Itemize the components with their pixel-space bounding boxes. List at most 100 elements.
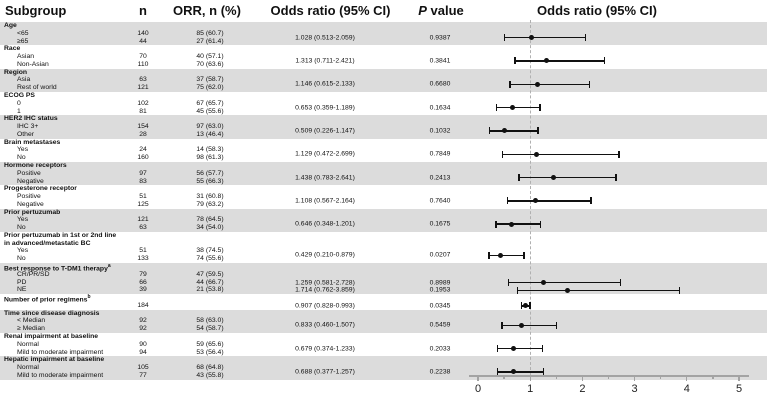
orr-value: 34 (54.0) [196, 224, 224, 232]
n-value: 160 [137, 154, 149, 162]
p-value: 0.7849 [429, 150, 451, 158]
subgroup-block: Time since disease diagnosis < Median 92 58… [0, 309, 767, 334]
ci-line [502, 324, 557, 326]
subgroup-header-line: Age [0, 22, 767, 30]
x-axis-label: 5 [735, 383, 743, 395]
orr-value: 55 (66.3) [196, 177, 224, 185]
n-value: 63 [139, 76, 147, 84]
subgroup-header-line: Time since disease diagnosis [0, 310, 767, 318]
forest-marker-dot [509, 221, 515, 227]
subgroup-header-line: in advanced/metastatic BC [0, 240, 767, 248]
ci-whisker-right [678, 286, 681, 294]
orr-value: 14 (58.3) [196, 146, 224, 154]
subgroup-item-label: Non-Asian [17, 60, 49, 68]
subgroup-item-label: <65 [17, 29, 29, 37]
column-header-odds-ratio: Odds ratio (95% CI) [270, 3, 391, 18]
orr-value: 38 (74.5) [196, 247, 224, 255]
subgroup-block: Number of prior regimensb 184 0.907 (0.828… [0, 294, 767, 310]
subgroup-item-row: 0 102 67 (65.7) [0, 100, 767, 108]
subgroup-item-label: 0 [17, 99, 21, 107]
subgroup-header: HER2 IHC status [4, 115, 58, 123]
x-axis-major-tick [738, 376, 740, 381]
n-value: 28 [139, 130, 147, 138]
subgroup-table: Age <65 140 85 (60.7) ≥65 44 27 (61.4) 1.028 (0… [0, 22, 767, 380]
x-axis-label: 4 [683, 383, 690, 395]
or-ci-value: 1.146 (0.615-2.133) [295, 80, 355, 88]
subgroup-item-row: Non-Asian 110 70 (63.6) [0, 61, 767, 69]
ci-whisker-right [541, 345, 544, 353]
ci-whisker-left [517, 286, 519, 294]
subgroup-header-line: Race [0, 45, 767, 53]
x-axis-major-tick [581, 376, 584, 381]
orr-value: 78 (64.5) [196, 216, 224, 224]
n-value: 140 [137, 29, 149, 37]
ci-whisker-right [603, 57, 606, 65]
or-ci-value: 0.509 (0.226-1.147) [295, 127, 355, 135]
subgroup-block: Age <65 140 85 (60.7) ≥65 44 27 (61.4) 1.028 (0… [0, 22, 767, 46]
ci-line [496, 223, 541, 225]
column-header-n: n [139, 3, 147, 18]
forest-marker-dot [535, 81, 541, 87]
subgroup-item-row: Other 28 13 (46.4) [0, 131, 767, 139]
subgroup-header-line: Hormone receptors [0, 162, 767, 170]
subgroup-block: Best response to T-DM1 therapya CR/PR/SD 7… [0, 263, 767, 295]
footnote-marker: b [87, 294, 91, 301]
subgroup-header-line: Hepatic impairment at baseline [0, 356, 767, 364]
ci-line [508, 281, 621, 284]
forest-marker-dot [497, 252, 503, 258]
forest-marker-dot [502, 128, 508, 134]
forest-marker-dot [534, 151, 540, 157]
subgroup-header: ECOG PS [4, 91, 35, 99]
or-ci-value: 0.907 (0.828-0.993) [295, 302, 355, 310]
ci-whisker-left [506, 197, 509, 205]
ci-whisker-right [555, 321, 558, 329]
p-value: 0.3841 [429, 57, 451, 65]
p-value: 0.5459 [429, 321, 451, 329]
subgroup-header-line: HER2 IHC status [0, 115, 767, 123]
or-ci-value: 1.108 (0.567-2.164) [295, 197, 355, 205]
ci-whisker-left [496, 345, 499, 353]
subgroup-item-row: Positive 51 31 (60.8) [0, 193, 767, 201]
subgroup-item-row: No 63 34 (54.0) [0, 224, 767, 232]
n-value: 184 [137, 301, 149, 309]
p-value: 0.1634 [429, 104, 451, 112]
subgroup-item-row: No 133 74 (55.6) [0, 255, 767, 263]
x-axis-label: 0 [474, 383, 482, 395]
subgroup-item-label: CR/PR/SD [17, 270, 50, 278]
orr-value: 47 (59.5) [196, 270, 224, 278]
p-value: 0.0345 [429, 302, 451, 310]
subgroup-item-row: Asia 63 37 (58.7) [0, 76, 767, 84]
subgroup-item-label: ≥ Median [17, 325, 45, 333]
subgroup-item-row: Yes 24 14 (58.3) [0, 146, 767, 154]
ci-line [504, 36, 586, 39]
n-value: 125 [137, 200, 149, 208]
ci-line [517, 289, 680, 291]
ci-whisker-left [496, 368, 499, 376]
orr-value: 13 (46.4) [196, 130, 224, 138]
x-axis-major-tick [477, 376, 479, 381]
subgroup-header: Progesterone receptor [4, 185, 77, 193]
ci-whisker-left [507, 279, 510, 286]
orr-value: 75 (62.0) [196, 84, 224, 92]
subgroup-header-line: ECOG PS [0, 92, 767, 100]
ci-whisker-right [539, 220, 542, 228]
x-axis-minor-tick [555, 376, 557, 379]
subgroup-header: Prior pertuzumab in 1st or 2nd line [4, 231, 117, 239]
n-value: 110 [137, 60, 149, 68]
ci-whisker-right [529, 302, 531, 310]
orr-value: 98 (61.3) [196, 154, 224, 162]
n-value: 77 [139, 371, 147, 379]
ci-whisker-left [496, 104, 498, 112]
n-value: 24 [139, 146, 147, 154]
n-value: 90 [139, 340, 147, 348]
orr-value: 58 (63.0) [196, 317, 224, 325]
ci-whisker-left [518, 174, 520, 182]
ci-line [502, 153, 619, 155]
p-value: 0.6680 [429, 80, 451, 88]
ci-whisker-left [495, 220, 497, 228]
n-value: 44 [139, 37, 147, 45]
subgroup-item-row: <65 140 85 (60.7) [0, 30, 767, 38]
orr-value: 54 (58.7) [196, 325, 224, 333]
or-ci-value: 0.429 (0.210-0.879) [295, 251, 355, 259]
